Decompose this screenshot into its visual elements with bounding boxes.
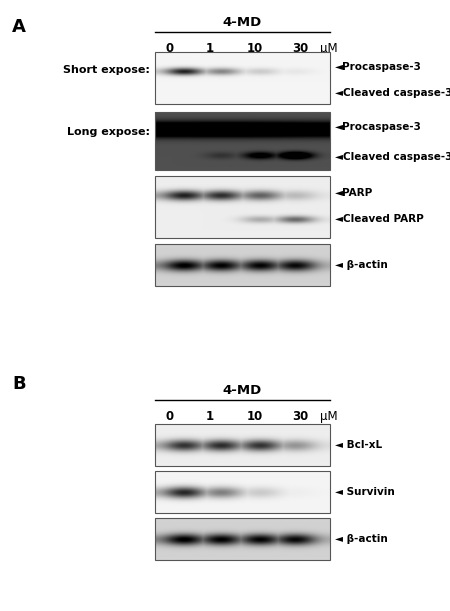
Bar xyxy=(155,471,330,513)
Text: 30: 30 xyxy=(292,42,308,55)
Bar xyxy=(155,52,330,104)
Text: ◄Procaspase-3: ◄Procaspase-3 xyxy=(335,62,422,71)
Text: Long expose:: Long expose: xyxy=(67,127,150,137)
Text: ◄ Survivin: ◄ Survivin xyxy=(335,487,395,497)
Text: 10: 10 xyxy=(247,42,263,55)
Text: 10: 10 xyxy=(247,410,263,423)
Bar xyxy=(155,176,330,238)
Text: 1: 1 xyxy=(206,42,214,55)
Text: ◄Cleaved caspase-3: ◄Cleaved caspase-3 xyxy=(335,87,450,98)
Text: 4-MD: 4-MD xyxy=(223,384,262,397)
Bar xyxy=(155,244,330,286)
Text: ◄Cleaved PARP: ◄Cleaved PARP xyxy=(335,214,424,224)
Bar xyxy=(155,518,330,560)
Text: ◄ β-actin: ◄ β-actin xyxy=(335,534,388,544)
Text: Short expose:: Short expose: xyxy=(63,65,150,75)
Text: ◄Cleaved caspase-3: ◄Cleaved caspase-3 xyxy=(335,152,450,163)
Text: ◄ β-actin: ◄ β-actin xyxy=(335,260,388,270)
Text: 0: 0 xyxy=(166,410,174,423)
Text: 30: 30 xyxy=(292,410,308,423)
Text: A: A xyxy=(12,18,26,36)
Bar xyxy=(155,112,330,170)
Text: 0: 0 xyxy=(166,42,174,55)
Text: ◄Procaspase-3: ◄Procaspase-3 xyxy=(335,122,422,131)
Text: ◄ Bcl-xL: ◄ Bcl-xL xyxy=(335,440,382,450)
Text: B: B xyxy=(12,375,26,393)
Text: 4-MD: 4-MD xyxy=(223,16,262,29)
Text: 1: 1 xyxy=(206,410,214,423)
Text: μM: μM xyxy=(320,42,338,55)
Bar xyxy=(155,424,330,466)
Text: μM: μM xyxy=(320,410,338,423)
Text: ◄PARP: ◄PARP xyxy=(335,188,373,199)
